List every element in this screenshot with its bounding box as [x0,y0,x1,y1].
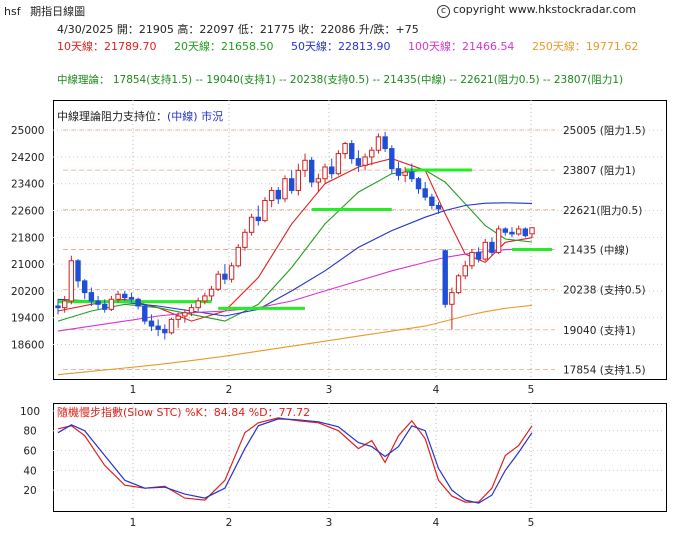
osc-y-tick-label: 40 [23,465,36,477]
oscillator-frame [53,403,667,512]
ma10-label: 10天線：21789.70 [57,40,157,53]
chart-title: 期指日線圖 [30,5,86,18]
osc-y-tick-label: 60 [23,446,36,458]
y-tick-label: 22600 [11,206,44,218]
price-chart-frame [53,100,667,380]
y-tick-label: 23400 [11,179,44,191]
ma50-label: 50天線：22813.90 [290,40,391,53]
x-tick-label: 2 [226,384,233,396]
theory-line: 中線理論： 17854(支持1.5) -- 19040(支持1) -- 2023… [57,74,624,86]
osc-y-tick-label: 80 [23,426,36,438]
y-tick-label: 18600 [11,340,44,352]
copyright-notice: c copyright www.hkstockradar.com [437,3,636,18]
osc-x-tick-label: 2 [226,517,233,529]
symbol: hsf [4,5,21,18]
y-tick-label: 20200 [11,286,44,298]
subtitle: 中線理論阻力支持位：(中線) 市況 [57,108,223,124]
x-tick-label: 4 [433,384,440,396]
subtitle-prefix: 中線理論阻力支持位： [57,110,167,123]
ma100-label: 100天線：21466.54 [407,40,515,53]
osc-x-tick-label: 1 [130,517,137,529]
ma250-label: 250天線：19771.62 [531,40,639,53]
oscillator-title: 隨機慢步指數(Slow STC) %K：84.84 %D：77.72 [57,406,311,419]
ma-legend: 10天線：21789.70 20天線：21658.50 50天線：22813.9… [57,38,638,54]
y-tick-label: 21000 [11,259,44,271]
x-tick-label: 3 [326,384,333,396]
y-tick-label: 21800 [11,232,44,244]
osc-x-tick-label: 5 [528,517,535,529]
subtitle-suffix: (中線) 市況 [167,110,224,123]
x-tick-label: 5 [528,384,535,396]
osc-x-tick-label: 3 [326,517,333,529]
copyright-icon: c [437,5,450,18]
osc-x-tick-label: 4 [433,517,440,529]
y-tick-label: 25000 [11,125,44,137]
osc-y-tick-label: 100 [20,406,40,418]
symbol-title: hsf 期指日線圖 [4,3,85,19]
osc-y-tick-label: 20 [23,485,36,497]
y-tick-label: 19400 [11,313,44,325]
copyright-text: copyright www.hkstockradar.com [453,3,637,16]
x-tick-label: 1 [130,384,137,396]
quote-line: 4/30/2025 開：21905 高：22097 低：21775 收：2208… [57,23,419,36]
y-tick-label: 24200 [11,152,44,164]
ma20-label: 20天線：21658.50 [173,40,274,53]
